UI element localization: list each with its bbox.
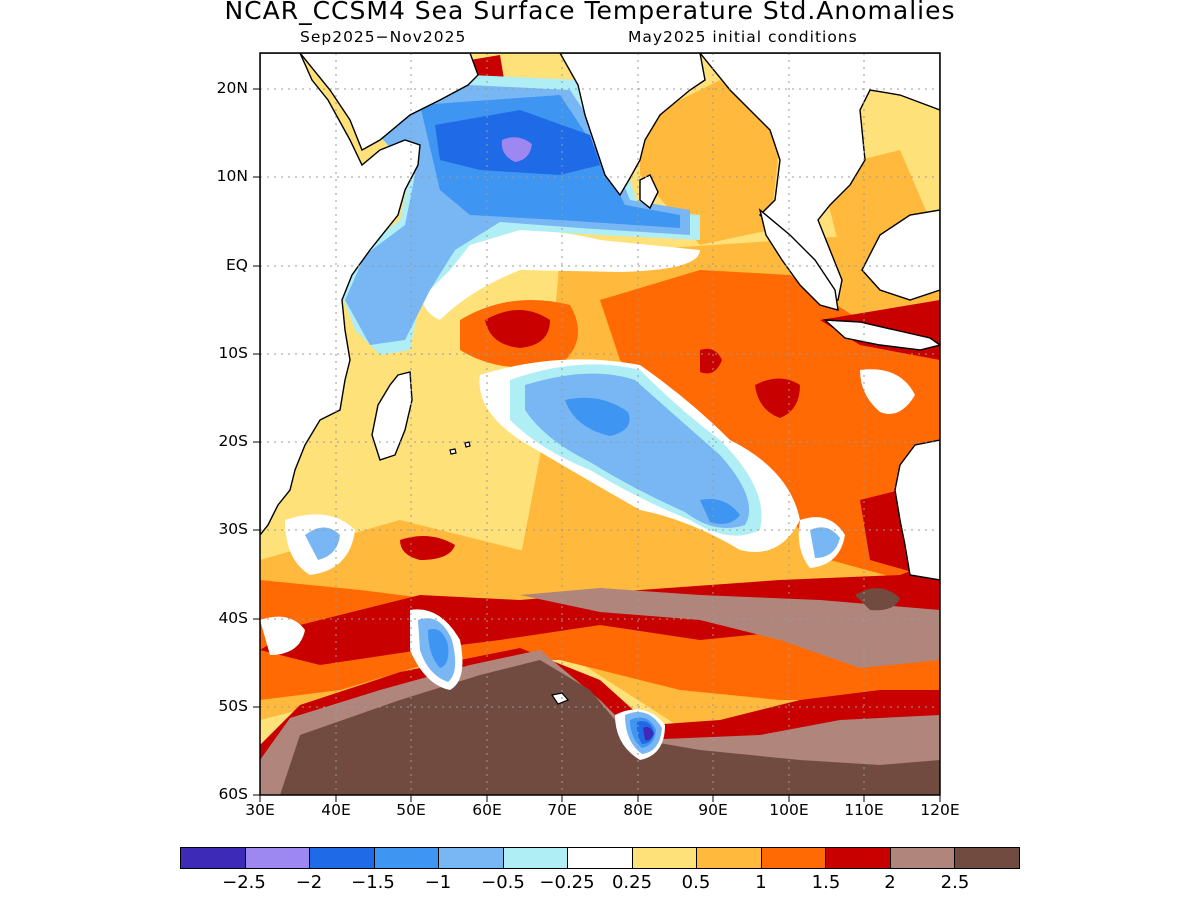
- anomaly-zone-lavender: [501, 137, 532, 162]
- colorbar-label: −0.25: [539, 872, 595, 893]
- colorbar-swatch: [697, 848, 762, 868]
- anomaly-zone-light-blue: [810, 527, 840, 558]
- anomaly-zone-blue: [428, 629, 449, 668]
- colorbar-label: −2: [295, 872, 323, 893]
- lat-label-10n: 10N: [216, 167, 248, 185]
- anomaly-zone-blue: [565, 397, 630, 436]
- lat-label-20s: 20S: [218, 432, 248, 450]
- lat-label-40s: 40S: [218, 609, 248, 627]
- anomaly-zone-orange: [640, 80, 780, 245]
- colorbar-swatch: [310, 848, 375, 868]
- colorbar-swatch: [761, 848, 827, 868]
- colorbar-label: 0.5: [681, 872, 711, 893]
- colorbar-label: −1: [424, 872, 452, 893]
- color-scale-bar: [180, 847, 1020, 869]
- colorbar-swatch: [568, 848, 633, 868]
- colorbar-label: 0.25: [611, 872, 653, 893]
- lon-label-40e: 40E: [321, 801, 351, 819]
- lat-label-60s: 60S: [218, 785, 248, 803]
- lon-label-30e: 30E: [245, 801, 275, 819]
- lon-label-90e: 90E: [698, 801, 728, 819]
- australia-land: [894, 439, 940, 581]
- africa-land: [260, 53, 421, 537]
- map-plot-area: [260, 53, 940, 795]
- lat-label-20n: 20N: [216, 79, 248, 97]
- borneo-land: [861, 209, 940, 301]
- colorbar-label: −1.5: [351, 872, 395, 893]
- colorbar-label: −2.5: [222, 872, 266, 893]
- colorbar-label: 1.5: [811, 872, 841, 893]
- colorbar-swatch: [439, 848, 504, 868]
- arabia-land: [299, 53, 479, 151]
- anomaly-zone-red-orange: [600, 270, 940, 590]
- anomaly-zone-neutral: [419, 230, 700, 320]
- sri-lanka-land: [639, 174, 659, 210]
- anomaly-zone-dark-brown: [280, 660, 940, 795]
- java-land: [823, 319, 940, 351]
- map-frame: [259, 52, 941, 796]
- initial-conditions: May2025 initial conditions: [628, 28, 858, 46]
- reunion-island: [449, 448, 457, 455]
- axis-ticks: [253, 88, 941, 802]
- lat-label-50s: 50S: [218, 697, 248, 715]
- mauritius-island: [464, 441, 471, 448]
- colorbar-swatch: [181, 848, 246, 868]
- anomaly-zone-neutral: [860, 369, 915, 414]
- lat-label-10s: 10S: [218, 344, 248, 362]
- lon-label-80e: 80E: [623, 801, 653, 819]
- colorbar-label: 2.5: [940, 872, 970, 893]
- colorbar-swatch: [374, 848, 440, 868]
- colorbar-swatch: [632, 848, 698, 868]
- lon-label-70e: 70E: [547, 801, 577, 819]
- colorbar-swatch: [826, 848, 891, 868]
- anomaly-zone-dark-red: [485, 310, 550, 348]
- anomaly-zone-dark-brown: [855, 588, 900, 611]
- sumatra-land: [758, 208, 839, 311]
- anomaly-zone-light-blue: [305, 527, 340, 560]
- lon-label-110e: 110E: [844, 801, 884, 819]
- colorbar-swatch: [245, 848, 311, 868]
- anomaly-zone-light-brown: [520, 588, 940, 668]
- lon-label-60e: 60E: [472, 801, 502, 819]
- anomaly-zone-dark-red: [755, 378, 800, 418]
- anomaly-zone-dark-red: [400, 536, 455, 560]
- lon-label-50e: 50E: [396, 801, 426, 819]
- colorbar-label: 1: [755, 872, 767, 893]
- kerguelen-island: [551, 692, 570, 705]
- lat-label-30s: 30S: [218, 520, 248, 538]
- anomaly-zone-blue: [700, 499, 740, 524]
- map-graticule: [260, 53, 940, 795]
- colorbar-swatch: [890, 848, 956, 868]
- lon-label-100e: 100E: [769, 801, 809, 819]
- lon-label-120e: 120E: [920, 801, 960, 819]
- anomaly-zone-neutral: [260, 616, 305, 655]
- map-title: NCAR_CCSM4 Sea Surface Temperature Std.A…: [224, 0, 956, 25]
- colorbar-label: −0.5: [481, 872, 525, 893]
- forecast-period: Sep2025−Nov2025: [300, 28, 467, 46]
- colorbar-swatch: [955, 848, 1019, 868]
- anomaly-zone-dark-red: [700, 348, 722, 374]
- colorbar-label: 2: [884, 872, 896, 893]
- colorbar-swatch: [503, 848, 569, 868]
- anomaly-zone-deepest-blue: [643, 726, 654, 741]
- lat-label-eq: EQ: [226, 256, 248, 274]
- madagascar-land: [371, 371, 413, 461]
